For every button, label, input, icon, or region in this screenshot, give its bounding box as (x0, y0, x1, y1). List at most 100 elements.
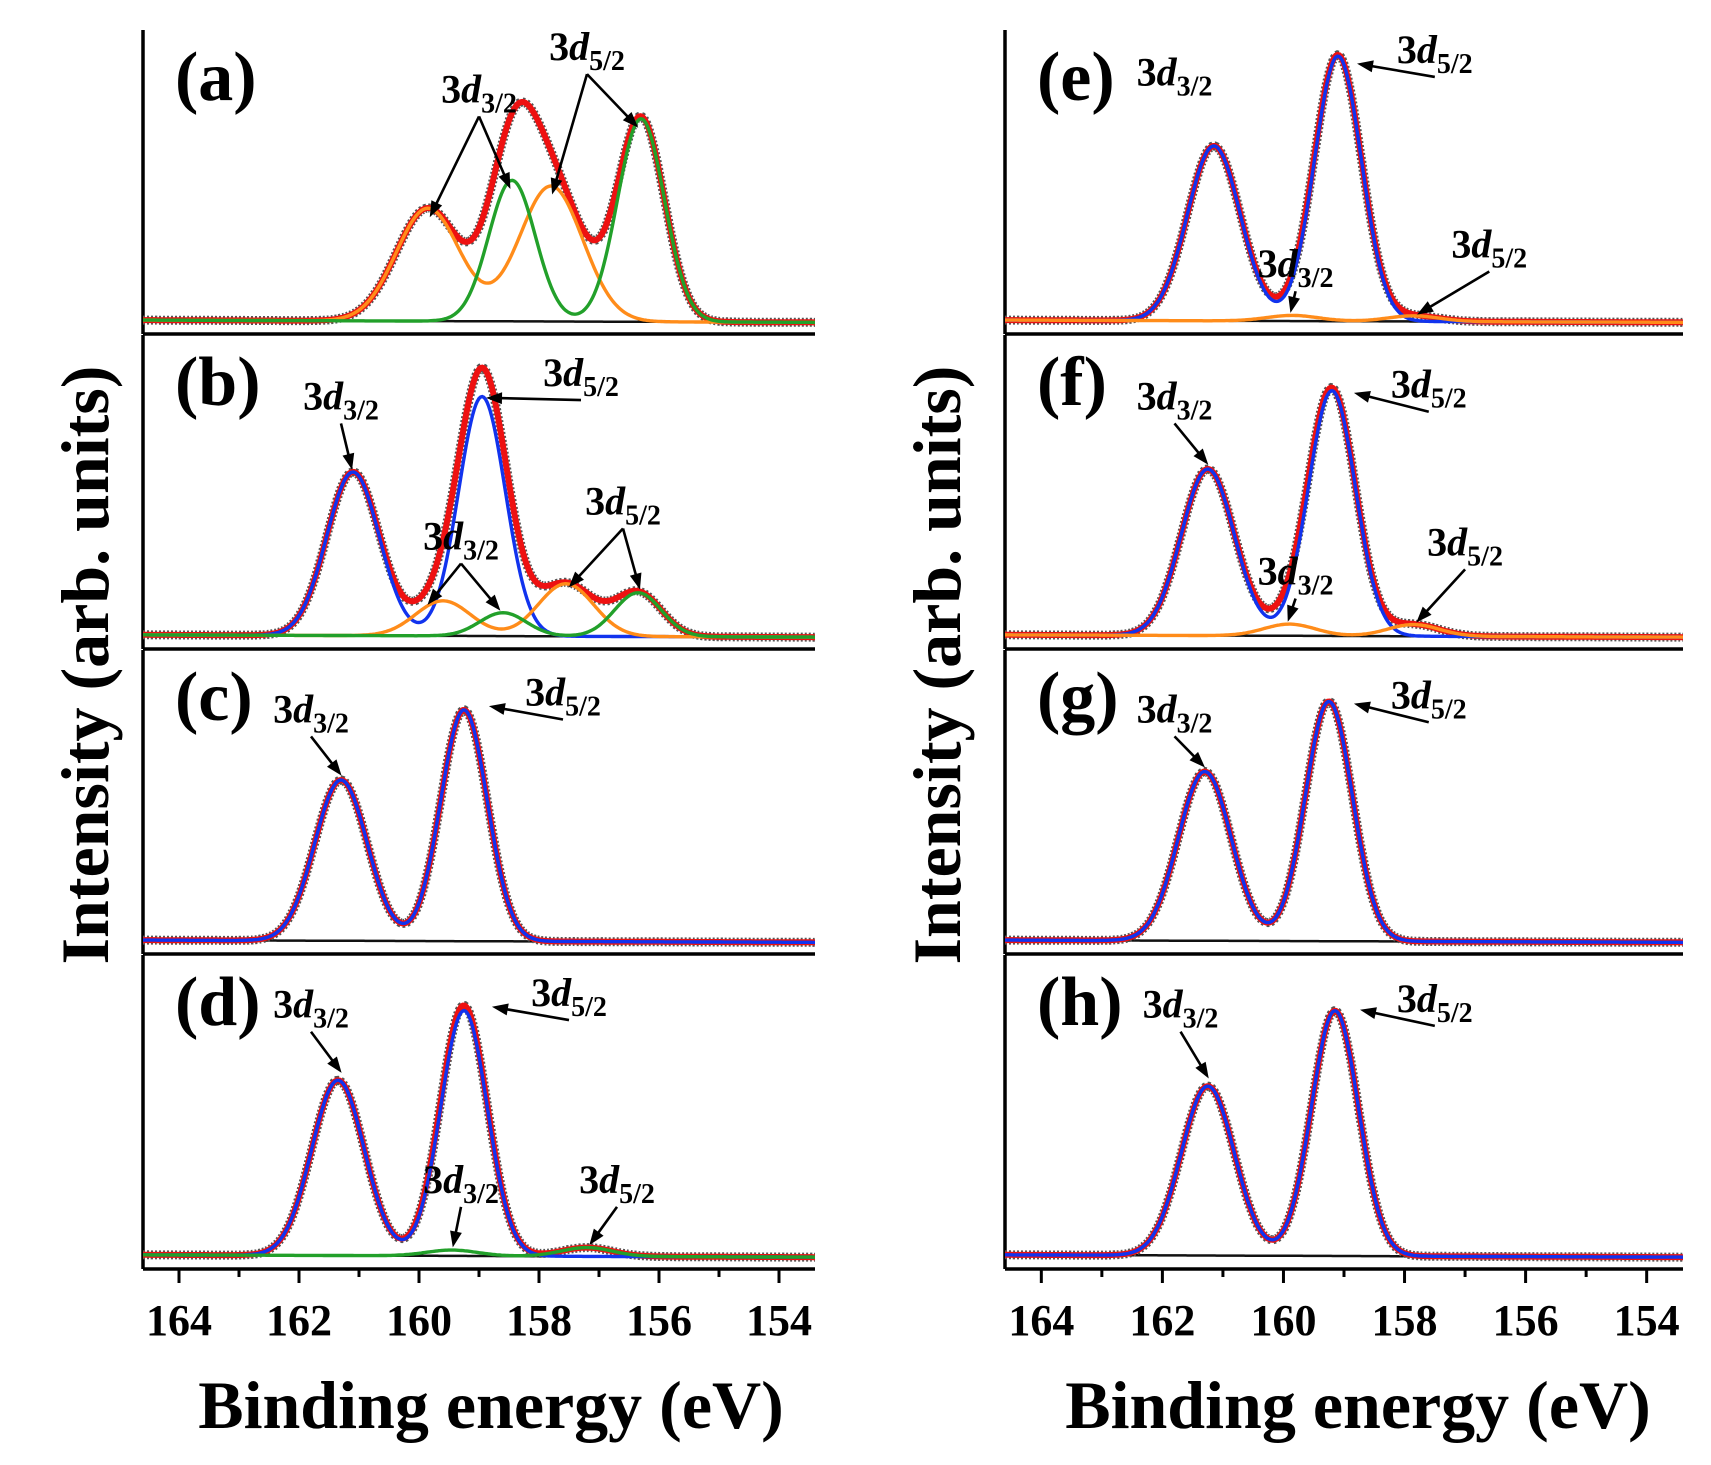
annotation-arrow (434, 562, 463, 597)
orange-component-1 (1005, 622, 1683, 639)
peak-annotation: 3d5/2 (531, 970, 607, 1023)
y-axis-label-right: Intensity (arb. units) (899, 366, 975, 965)
peak-annotation: 3d3/2 (1143, 982, 1219, 1035)
peak-annotation: 3d3/2 (1258, 549, 1334, 602)
green-component-2 (143, 591, 815, 639)
annotation-arrowhead (550, 177, 563, 195)
peak-annotation: 3d5/2 (1397, 27, 1473, 80)
annotation-arrow (309, 1030, 336, 1065)
panel-label: (a) (175, 39, 257, 116)
annotation-arrow (1173, 422, 1202, 457)
panel-c: (c) 3d3/2 3d5/2 (141, 650, 815, 956)
annotation-arrowhead (1287, 604, 1299, 622)
peak-annotation: 3d3/2 (273, 982, 349, 1035)
annotation-arrowhead (498, 171, 511, 189)
annotation-arrow (309, 735, 336, 767)
annotation-arrow (1426, 270, 1490, 310)
peak-annotation: 3d3/2 (423, 1157, 499, 1210)
blue-component-0 (1005, 699, 1683, 945)
x-tick-label: 160 (1250, 1296, 1316, 1345)
annotation-arrow (500, 707, 564, 721)
panel-h: (h) 3d3/2 3d5/2 164 162 160 158 156 154 (1003, 955, 1683, 1345)
panel-label: (c) (175, 659, 253, 736)
measured-data (143, 97, 815, 327)
peak-annotation: 3d5/2 (1427, 519, 1503, 572)
annotation-arrowhead (1360, 1007, 1377, 1020)
annotation-arrowhead (589, 1228, 604, 1246)
peak-annotation: 3d5/2 (579, 1157, 655, 1210)
annotation-arrowhead (491, 1003, 509, 1016)
green-component-1 (143, 117, 815, 325)
y-axis-label-left: Intensity (arb. units) (47, 366, 123, 965)
annotation-arrow (433, 115, 481, 208)
annotation-arrow (595, 1206, 619, 1237)
panel-b: (b) 3d3/2 3d5/2 3d3/2 3d5/2 (141, 335, 815, 651)
panel-label: (e) (1037, 39, 1115, 116)
annotation-arrowhead (1357, 60, 1374, 73)
x-tick-label: 158 (506, 1296, 572, 1345)
x-axis-label-left: Binding energy (eV) (198, 1367, 784, 1443)
x-tick-label: 154 (1614, 1296, 1680, 1345)
orange-component-1 (1005, 313, 1683, 325)
peak-annotation: 3d5/2 (525, 669, 601, 722)
peak-annotation: 3d3/2 (1137, 49, 1213, 102)
panel-label: (h) (1037, 964, 1123, 1041)
peak-annotation: 3d3/2 (303, 373, 379, 426)
panel-g: (g) 3d3/2 3d5/2 (1003, 650, 1683, 956)
annotation-arrowhead (1288, 295, 1300, 313)
annotation-arrowhead (1189, 751, 1205, 768)
panel-label: (g) (1037, 659, 1119, 736)
x-tick-label: 164 (146, 1296, 212, 1345)
fit-envelope (143, 98, 815, 326)
panel-e: (e) 3d3/2 3d5/2 3d3/2 3d5/2 (1003, 27, 1683, 336)
measured-data (1005, 1006, 1683, 1262)
annotation-arrow (1423, 568, 1467, 615)
annotation-arrowhead (1353, 390, 1371, 403)
annotation-arrowhead (1195, 1061, 1209, 1079)
peak-annotation: 3d5/2 (1391, 672, 1467, 725)
annotation-arrow (339, 423, 351, 459)
panels: (a) 3d3/2 3d5/2 (b) 3d3/2 3d5/2 3d3/2 3d5/2 (c) 3… (141, 24, 1683, 1345)
blue-component-0 (143, 394, 815, 639)
annotation-arrowhead (1416, 606, 1432, 623)
annotation-arrowhead (427, 588, 443, 605)
peak-annotation: 3d3/2 (273, 686, 349, 739)
annotation-arrow (586, 73, 631, 120)
annotation-arrow (1368, 64, 1436, 79)
peak-annotation: 3d5/2 (585, 479, 661, 532)
orange-component-1 (143, 581, 815, 639)
annotation-arrowhead (1353, 701, 1371, 714)
blue-component-0 (1005, 1009, 1683, 1259)
annotation-arrowhead (568, 571, 584, 588)
blue-component-0 (143, 1008, 815, 1259)
x-tick-label: 154 (746, 1296, 812, 1345)
peak-annotation: 3d3/2 (423, 514, 499, 567)
x-axis-label-right: Binding energy (eV) (1065, 1367, 1651, 1443)
panel-f: (f) 3d3/2 3d5/2 3d3/2 3d5/2 (1003, 335, 1683, 651)
annotation-arrowhead (1417, 301, 1434, 315)
blue-component-0 (143, 708, 815, 945)
annotation-arrowhead (327, 1056, 342, 1073)
annotation-arrow (1371, 1011, 1436, 1028)
peak-annotation: 3d5/2 (1391, 362, 1467, 415)
annotation-arrow (1365, 705, 1430, 724)
annotation-arrow (503, 1007, 570, 1022)
annotation-arrowhead (485, 392, 503, 405)
annotation-arrowhead (429, 200, 443, 218)
panel-label: (d) (175, 964, 261, 1041)
fit-envelope (143, 1002, 815, 1261)
x-tick-label: 158 (1372, 1296, 1438, 1345)
annotation-arrow (477, 115, 507, 179)
annotation-arrowhead (342, 452, 355, 470)
peak-annotation: 3d5/2 (543, 350, 619, 403)
peak-annotation: 3d3/2 (1258, 241, 1334, 294)
orange-component-0 (143, 184, 815, 325)
peak-annotation: 3d3/2 (1137, 373, 1213, 426)
panel-label: (b) (175, 344, 261, 421)
annotation-arrow (497, 396, 582, 402)
peak-annotation: 3d3/2 (1137, 686, 1213, 739)
panel-label: (f) (1037, 344, 1107, 421)
peak-annotation: 3d5/2 (549, 24, 625, 77)
annotation-arrowhead (1193, 448, 1209, 465)
